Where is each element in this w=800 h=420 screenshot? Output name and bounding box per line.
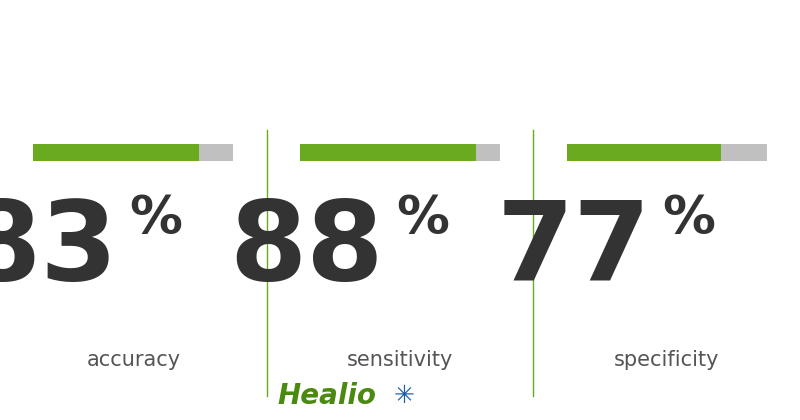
Bar: [34, 144, 234, 161]
Bar: [300, 144, 500, 161]
Bar: [34, 144, 199, 161]
Text: ✳: ✳: [394, 384, 414, 408]
Text: %: %: [130, 193, 182, 245]
Text: specificity: specificity: [614, 350, 719, 370]
Text: %: %: [662, 193, 715, 245]
Bar: [566, 144, 721, 161]
Text: For predicting responsiveness to pulmonary rehabilitation,: For predicting responsiveness to pulmona…: [63, 31, 737, 50]
Text: Healio: Healio: [277, 382, 376, 410]
Text: accuracy: accuracy: [86, 350, 180, 370]
Bar: [300, 144, 476, 161]
Text: sensitivity: sensitivity: [347, 350, 453, 370]
Text: %: %: [396, 193, 449, 245]
Text: 83: 83: [0, 196, 118, 303]
Text: a model that combined brain and behavior measures had:: a model that combined brain and behavior…: [70, 74, 730, 93]
Text: 88: 88: [230, 196, 384, 303]
Text: 77: 77: [496, 196, 650, 303]
Bar: [566, 144, 766, 161]
